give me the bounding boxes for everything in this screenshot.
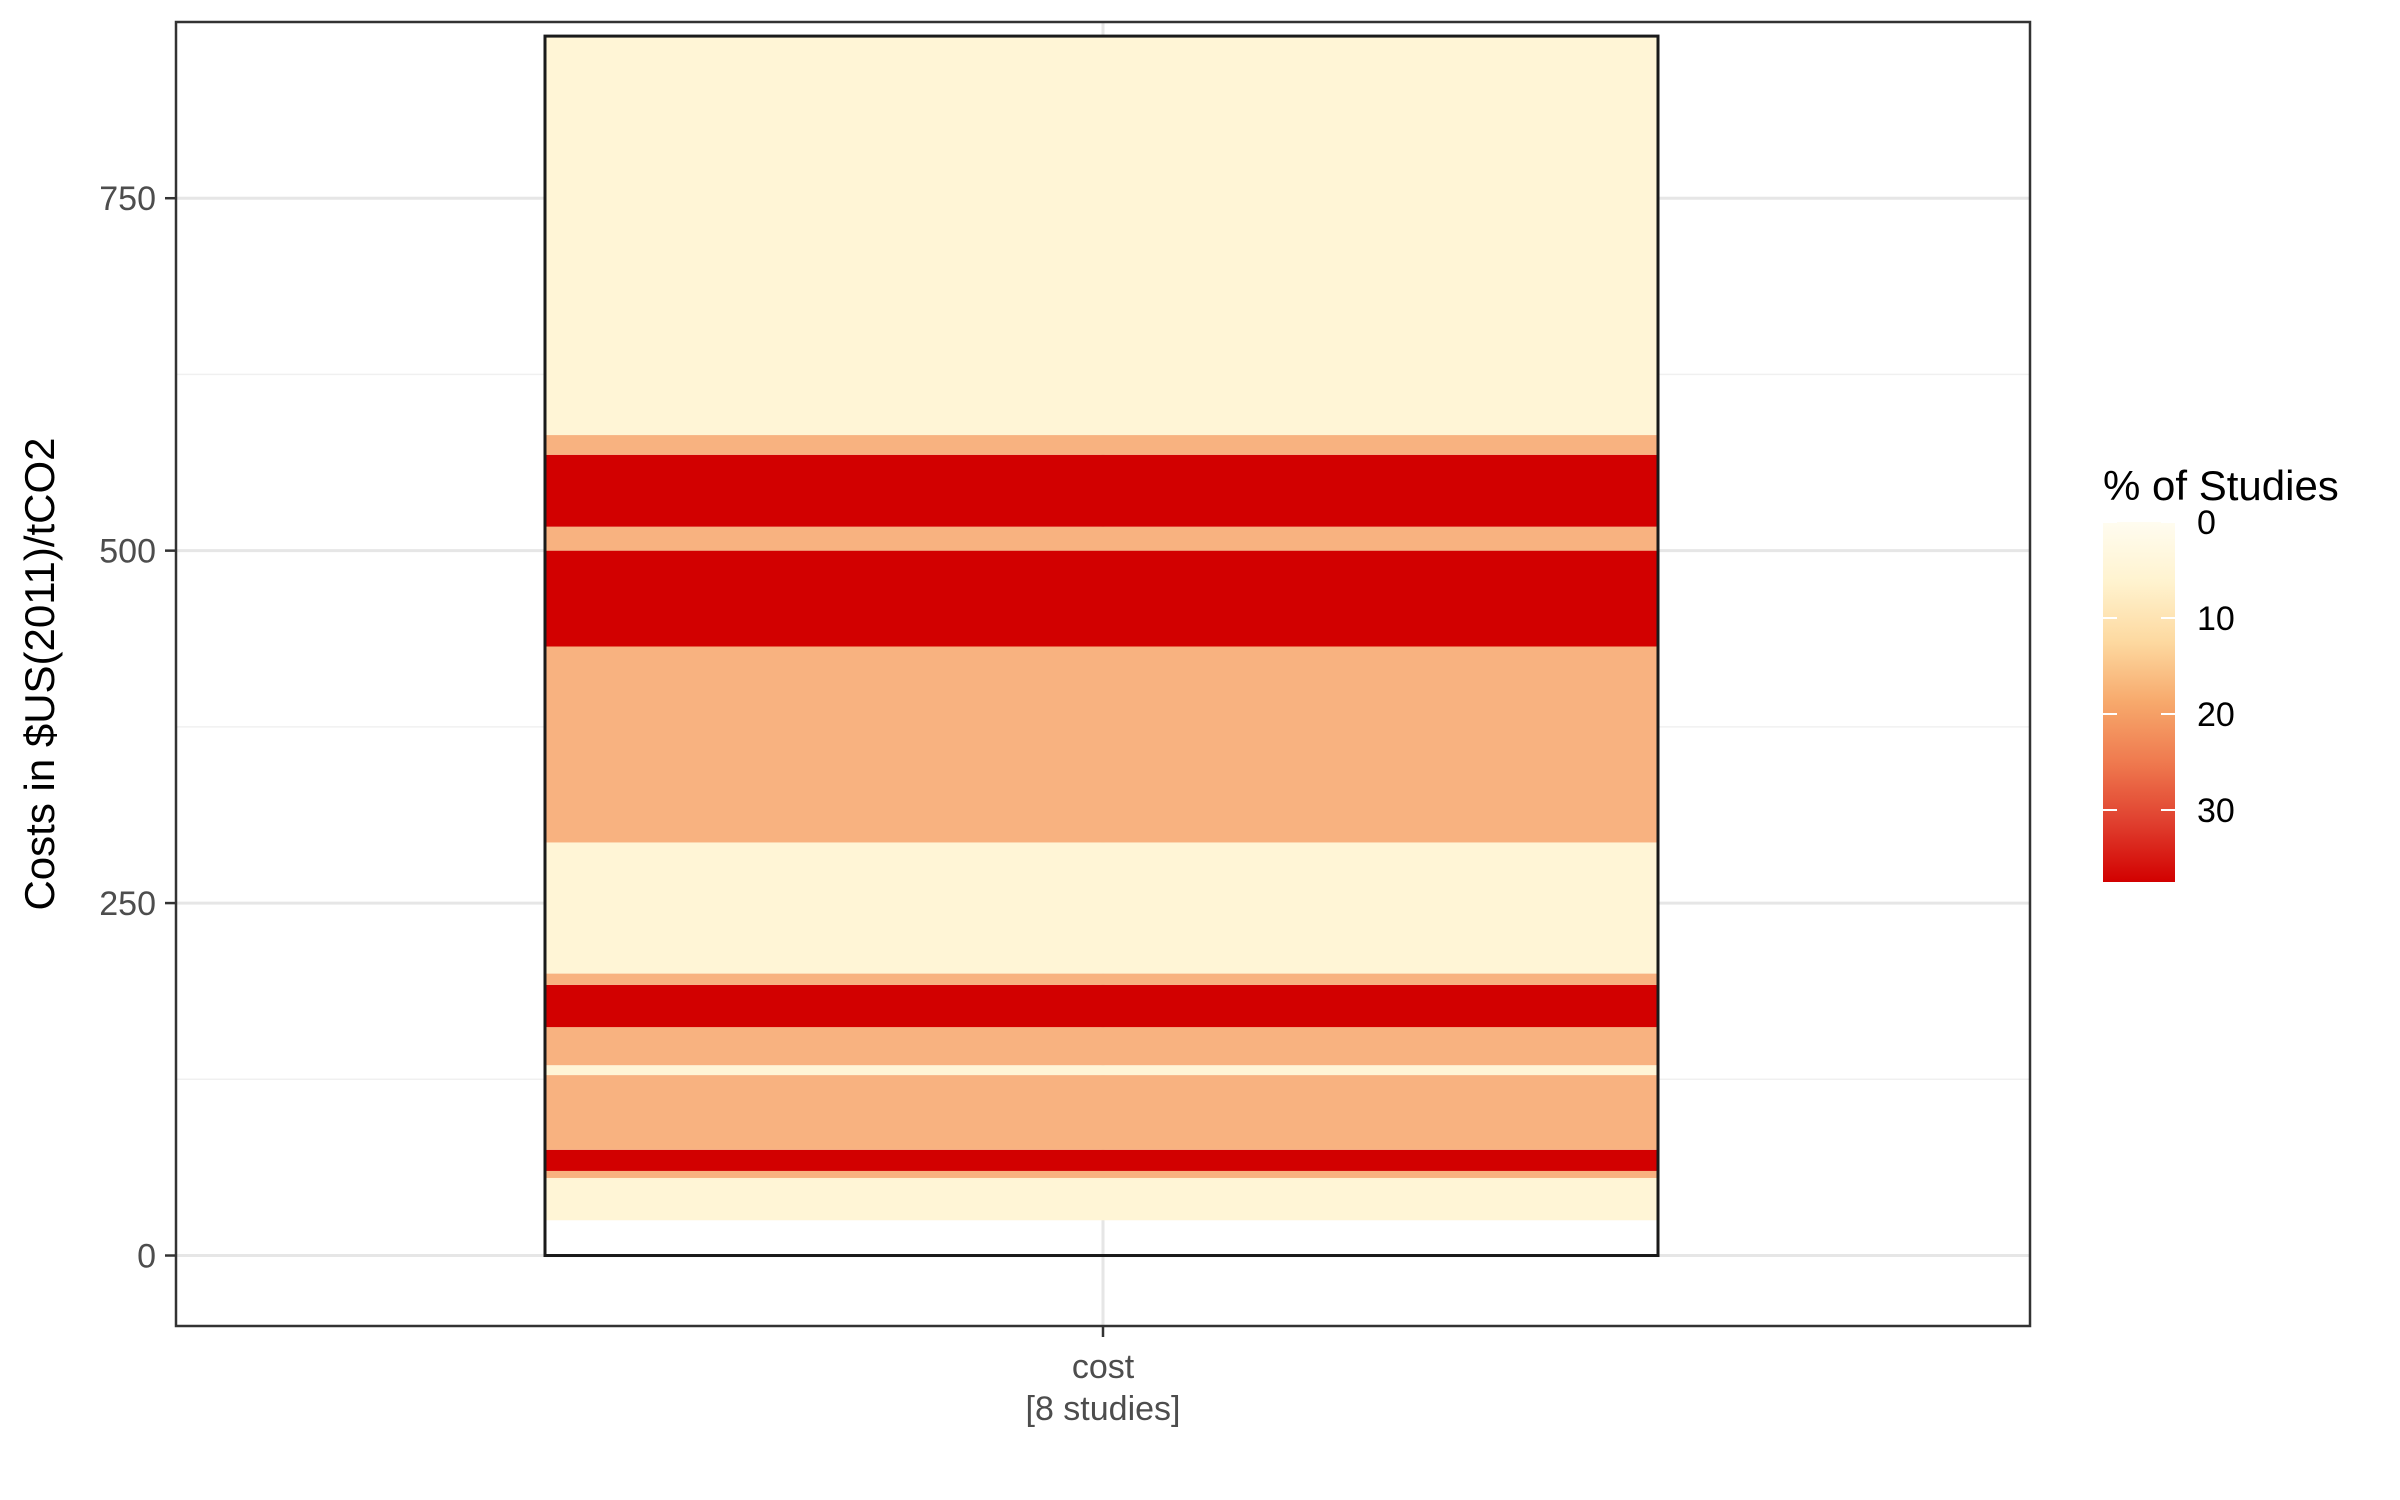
heatmap-bands [545, 36, 1658, 1221]
heatmap-band [545, 435, 1658, 455]
tile-outline [543, 34, 1660, 1258]
heatmap-band [545, 1075, 1658, 1150]
y-tick-label: 750 [99, 180, 156, 218]
heatmap-band [545, 454, 1658, 527]
heatmap-band [545, 526, 1658, 551]
colorbar-legend: % of Studies 0 10 20 30 [2103, 462, 2339, 882]
x-tick-label: cost [1072, 1348, 1135, 1386]
axes: 0 250 500 750 cost [8 studies] [99, 180, 1180, 1428]
colorbar-tick-label: 0 [2197, 504, 2216, 542]
y-axis-title: Costs in $US(2011)/tCO2 [16, 437, 63, 910]
y-tick-label: 0 [137, 1238, 156, 1276]
heatmap-band [545, 1149, 1658, 1171]
colorbar-tick-label: 20 [2197, 696, 2235, 734]
heatmap-band [545, 1065, 1658, 1076]
heatmap-band [545, 984, 1658, 1028]
legend-title: % of Studies [2103, 462, 2339, 509]
colorbar-tick-label: 30 [2197, 792, 2235, 830]
heatmap-band [545, 1177, 1658, 1221]
heatmap-band [545, 842, 1658, 974]
heatmap-band [545, 1027, 1658, 1066]
heatmap-band [545, 36, 1658, 436]
colorbar-tick-label: 10 [2197, 600, 2235, 638]
x-tick-sublabel: [8 studies] [1026, 1390, 1181, 1428]
y-tick-label: 500 [99, 533, 156, 571]
heatmap-band [545, 973, 1658, 985]
colorbar [2103, 522, 2175, 882]
heatmap-band [545, 550, 1658, 647]
y-tick-label: 250 [99, 885, 156, 923]
heatmap-band [545, 1170, 1658, 1178]
heatmap-band [545, 646, 1658, 843]
